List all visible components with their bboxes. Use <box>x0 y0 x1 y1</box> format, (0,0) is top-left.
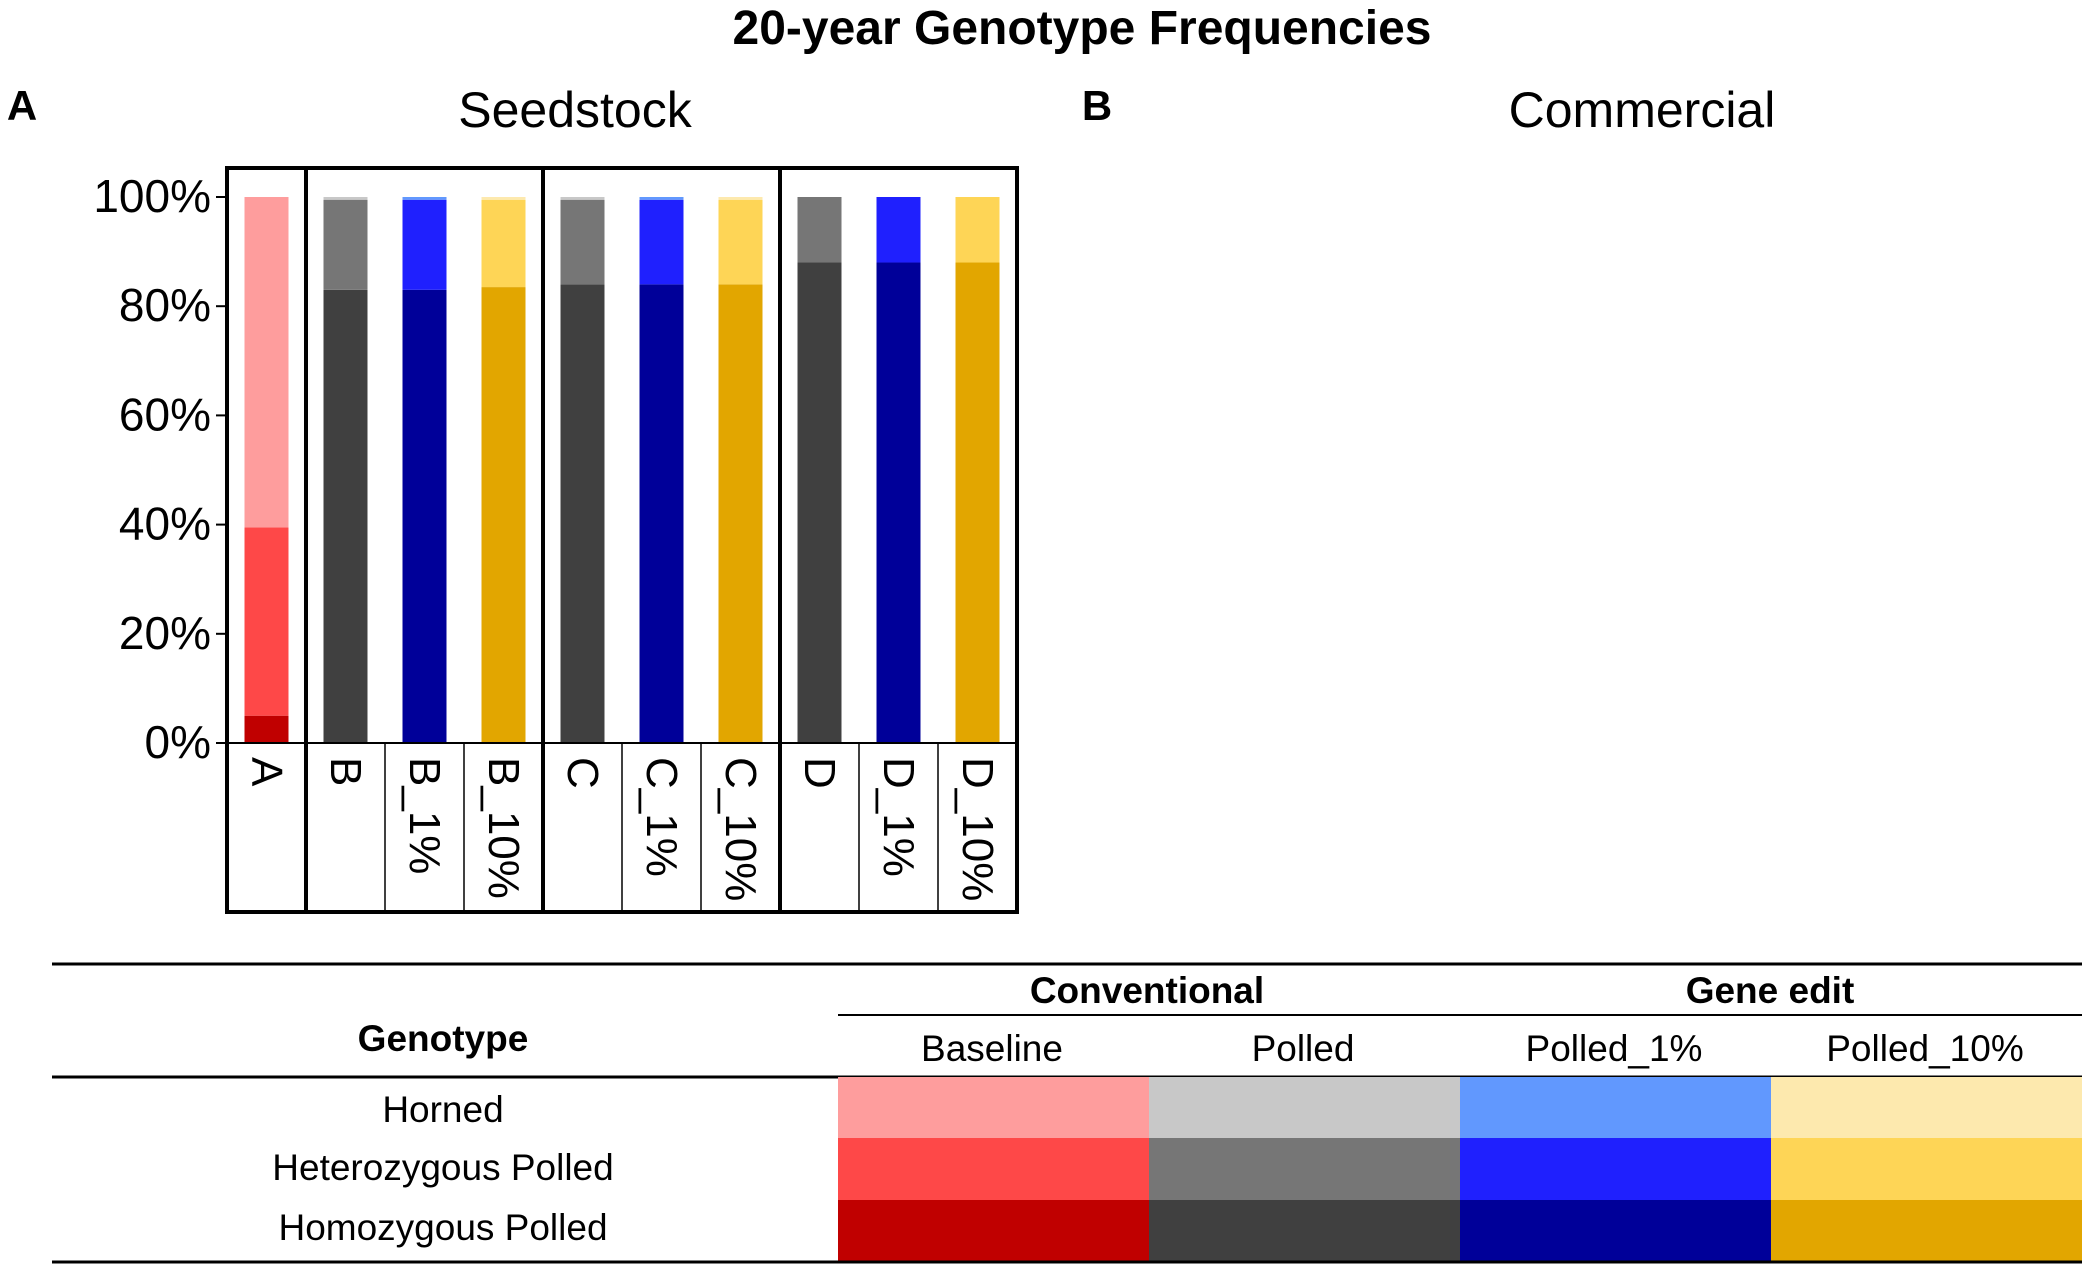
legend-swatch-baseline-heterozygous-polled <box>838 1138 1149 1200</box>
y-tick-label: 0% <box>145 716 211 768</box>
legend-swatches <box>838 1077 2082 1262</box>
bar-c-10pct-heterozygous-polled <box>718 199 763 285</box>
panel-b-letter: B <box>1082 82 1112 129</box>
bar-b-1pct-homozygous-polled <box>402 289 447 743</box>
legend-swatch-polled-1pct-heterozygous-polled <box>1460 1138 1771 1200</box>
legend-col-baseline: Baseline <box>921 1028 1063 1069</box>
y-tick-label: 80% <box>119 279 211 331</box>
y-tick-label: 40% <box>119 498 211 550</box>
panel-a: A Seedstock 0% 20% 40% 60% 80% 100% A B B_1% B_1… <box>7 82 1019 914</box>
bar-c-1pct-heterozygous-polled <box>639 199 684 285</box>
panel-a-frame <box>225 166 1019 914</box>
legend-swatch-polled-horned <box>1149 1077 1460 1138</box>
bar-b-homozygous-polled <box>323 289 368 743</box>
bar-c-10pct-homozygous-polled <box>718 284 763 743</box>
bar-c-10pct-horned <box>718 197 763 200</box>
bar-d-10pct-homozygous-polled <box>955 262 1000 743</box>
bar-d-10pct-heterozygous-polled <box>955 197 1000 263</box>
legend-row-heterozygous: Heterozygous Polled <box>272 1147 613 1188</box>
legend-genotype-header: Genotype <box>358 1018 529 1059</box>
y-tick-label: 60% <box>119 388 211 440</box>
x-tick-label: A <box>242 757 291 787</box>
legend-swatch-polled-1pct-homozygous-polled <box>1460 1200 1771 1262</box>
bar-b-1pct-heterozygous-polled <box>402 199 447 290</box>
bar-a-homozygous-polled <box>244 715 289 743</box>
y-tick-label: 100% <box>93 170 211 222</box>
bar-a-heterozygous-polled <box>244 527 289 716</box>
bar-c-1pct-homozygous-polled <box>639 284 684 743</box>
panel-a-x-labels: A B B_1% B_10% C C_1% C_10% D D_1% D_10% <box>242 757 1002 901</box>
legend-col-polled: Polled <box>1252 1028 1355 1069</box>
panel-a-bars <box>244 197 1000 743</box>
panel-a-title: Seedstock <box>458 82 692 138</box>
x-tick-label: B_1% <box>400 757 449 874</box>
legend-group-conventional: Conventional <box>1030 970 1264 1011</box>
legend-col-polled-1: Polled_1% <box>1526 1028 1703 1069</box>
legend-table: Conventional Gene edit Genotype Baseline… <box>52 962 2082 1264</box>
bar-c-homozygous-polled <box>560 284 605 743</box>
legend-swatch-polled-1pct-horned <box>1460 1077 1771 1138</box>
x-tick-label: B_10% <box>479 757 528 899</box>
bar-c-heterozygous-polled <box>560 199 605 285</box>
x-tick-label: B <box>321 757 370 786</box>
legend-row-horned: Horned <box>382 1089 503 1130</box>
legend-col-polled-10: Polled_10% <box>1826 1028 2023 1069</box>
panel-b-title: Commercial <box>1509 82 1776 138</box>
bar-a-horned <box>244 197 289 528</box>
bar-b-horned <box>323 197 368 200</box>
x-tick-label: C_10% <box>716 757 765 901</box>
bar-b-10pct-homozygous-polled <box>481 287 526 743</box>
bar-c-horned <box>560 197 605 200</box>
legend-swatch-polled-10pct-heterozygous-polled <box>1771 1138 2082 1200</box>
bar-b-10pct-horned <box>481 197 526 200</box>
x-tick-label: C_1% <box>637 757 686 877</box>
figure-title: 20-year Genotype Frequencies <box>733 2 1432 55</box>
bar-d-1pct-homozygous-polled <box>876 262 921 743</box>
legend-swatch-polled-10pct-homozygous-polled <box>1771 1200 2082 1262</box>
bar-d-homozygous-polled <box>797 262 842 743</box>
x-tick-label: C <box>558 757 607 789</box>
legend-swatch-baseline-horned <box>838 1077 1149 1138</box>
bar-d-1pct-heterozygous-polled <box>876 197 921 263</box>
legend-swatch-baseline-homozygous-polled <box>838 1200 1149 1262</box>
bar-d-heterozygous-polled <box>797 197 842 263</box>
x-tick-label: D_1% <box>874 757 923 877</box>
legend-swatch-polled-homozygous-polled <box>1149 1200 1460 1262</box>
panel-b: B Commercial <box>1082 82 1776 138</box>
y-tick-label: 20% <box>119 607 211 659</box>
bar-b-1pct-horned <box>402 197 447 200</box>
legend-swatch-polled-heterozygous-polled <box>1149 1138 1460 1200</box>
legend-group-gene-edit: Gene edit <box>1686 970 1855 1011</box>
bar-c-1pct-horned <box>639 197 684 200</box>
legend-swatch-polled-10pct-horned <box>1771 1077 2082 1138</box>
bar-b-10pct-heterozygous-polled <box>481 199 526 288</box>
x-tick-label: D <box>795 757 844 789</box>
legend-row-homozygous: Homozygous Polled <box>278 1207 607 1248</box>
panel-a-letter: A <box>7 82 37 129</box>
bar-b-heterozygous-polled <box>323 199 368 290</box>
x-tick-label: D_10% <box>953 757 1002 901</box>
panel-a-y-axis: 0% 20% 40% 60% 80% 100% <box>93 170 227 768</box>
